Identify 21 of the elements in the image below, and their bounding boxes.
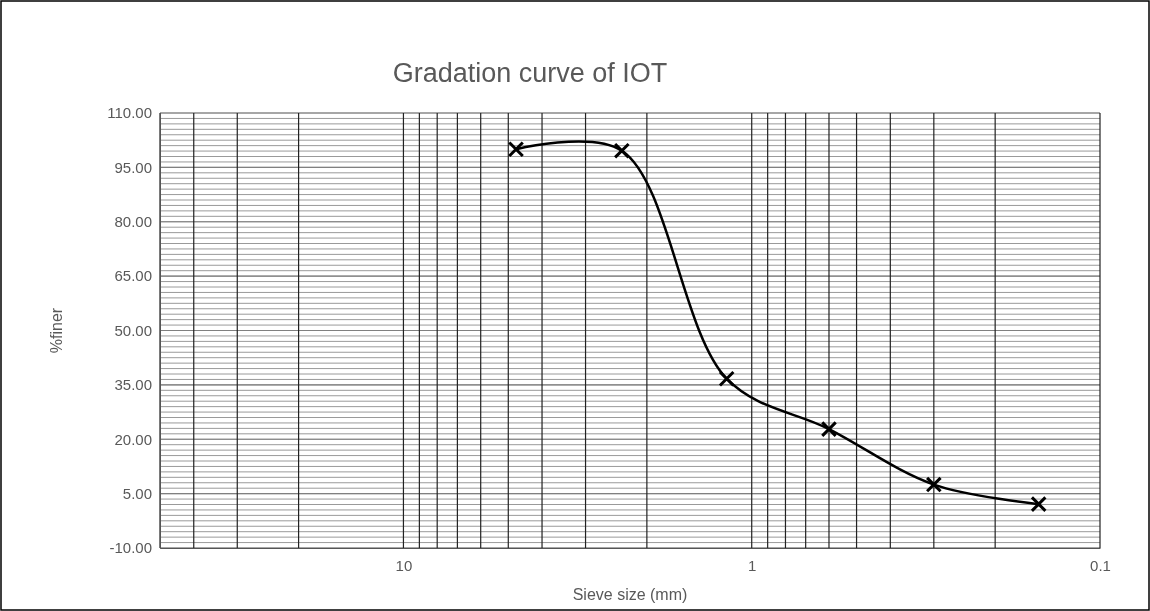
point (718, 370, 735, 387)
y-tick-label: 5.00 (122, 484, 152, 502)
y-tick-label: 110.00 (107, 104, 152, 122)
y-tick-label: 20.00 (114, 430, 152, 448)
point (507, 141, 525, 158)
chart-title: Gradation curve of IOT (392, 58, 668, 88)
y-tick-label: -10.00 (109, 539, 152, 557)
y-tick-label: 95.00 (114, 158, 152, 176)
x-tick-label: 1 (748, 556, 757, 574)
y-tick-label: 65.00 (114, 267, 152, 285)
y-tick-label: 35.00 (114, 376, 152, 394)
x-tick-label: 0.1 (1090, 556, 1111, 574)
point (613, 142, 631, 159)
point (820, 420, 838, 438)
point (1030, 495, 1047, 513)
x-axis-title: Sieve size (mm) (572, 586, 688, 603)
y-tick-label: 50.00 (114, 321, 152, 339)
point (925, 476, 943, 493)
x-tick-label: 10 (395, 556, 413, 574)
y-tick-label: 80.00 (114, 213, 152, 231)
y-axis-title: %finer (48, 307, 65, 354)
